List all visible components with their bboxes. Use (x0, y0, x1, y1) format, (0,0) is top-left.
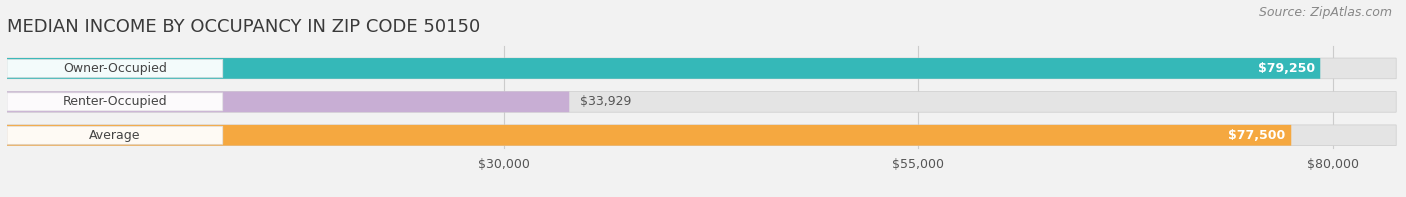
FancyBboxPatch shape (7, 91, 1396, 112)
FancyBboxPatch shape (7, 58, 1320, 79)
FancyBboxPatch shape (7, 58, 1396, 79)
FancyBboxPatch shape (7, 93, 222, 111)
Text: Renter-Occupied: Renter-Occupied (63, 95, 167, 108)
Text: Source: ZipAtlas.com: Source: ZipAtlas.com (1258, 6, 1392, 19)
Text: $77,500: $77,500 (1229, 129, 1285, 142)
Text: $79,250: $79,250 (1257, 62, 1315, 75)
FancyBboxPatch shape (7, 126, 222, 144)
FancyBboxPatch shape (7, 125, 1291, 146)
FancyBboxPatch shape (7, 59, 222, 77)
Text: Owner-Occupied: Owner-Occupied (63, 62, 167, 75)
Text: Average: Average (89, 129, 141, 142)
FancyBboxPatch shape (7, 91, 569, 112)
Text: MEDIAN INCOME BY OCCUPANCY IN ZIP CODE 50150: MEDIAN INCOME BY OCCUPANCY IN ZIP CODE 5… (7, 18, 481, 36)
Text: $33,929: $33,929 (581, 95, 631, 108)
FancyBboxPatch shape (7, 125, 1396, 146)
